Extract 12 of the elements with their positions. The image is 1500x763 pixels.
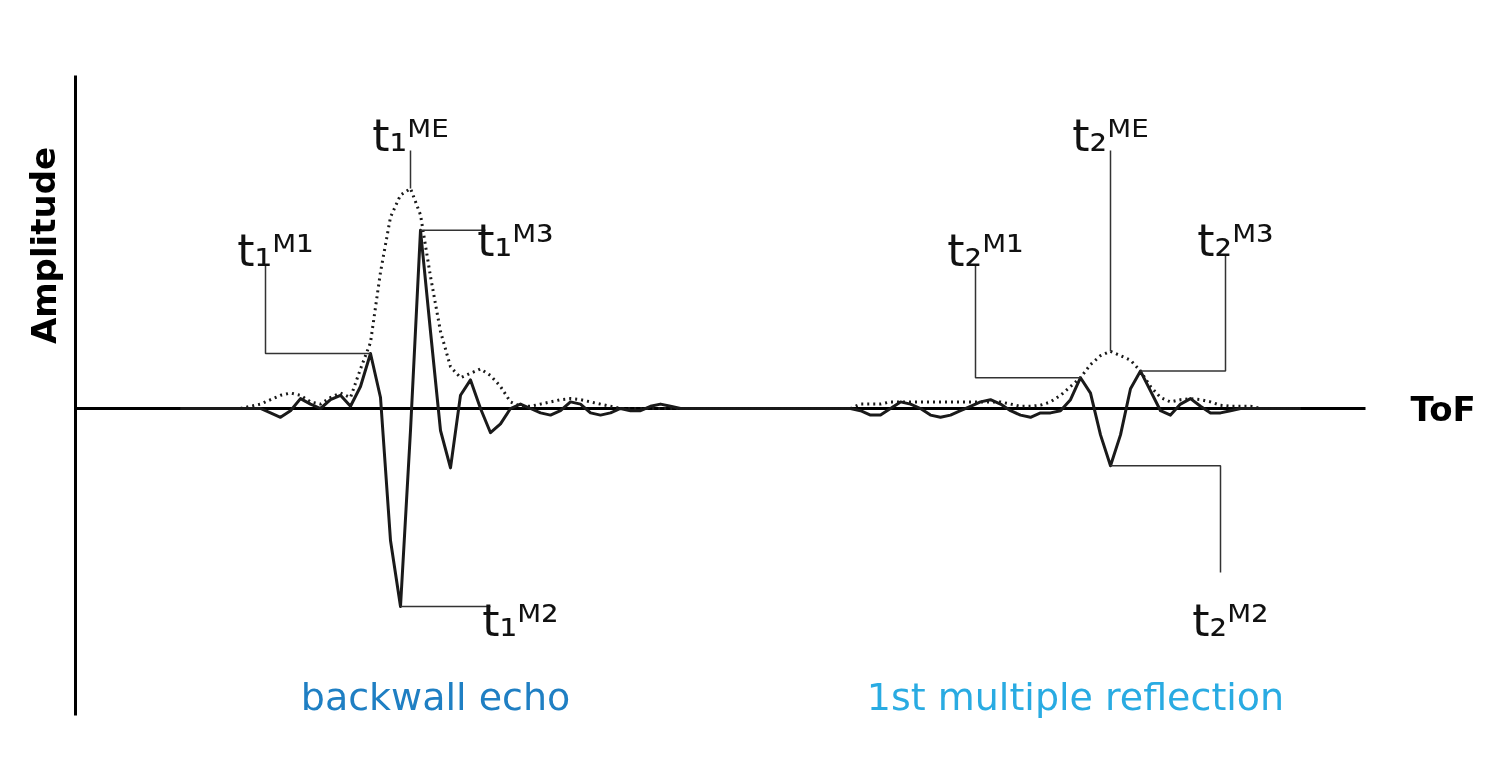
- y-axis-title: Amplitude: [23, 146, 64, 345]
- text: t₁ᴹᴱ: [372, 110, 449, 161]
- text: backwall echo: [300, 674, 571, 719]
- annotation: t₂ᴹ²: [1192, 595, 1269, 646]
- annotation: t₂ᴹ¹: [947, 225, 1024, 276]
- annotation: t₁ᴹ²: [482, 595, 559, 646]
- text: t₂ᴹᴱ: [1072, 110, 1149, 161]
- annotation: t₁ᴹ¹: [237, 225, 314, 276]
- x-axis-title: ToF: [1410, 388, 1476, 429]
- annotation: t₂ᴹ³: [1197, 215, 1274, 266]
- text: 1st multiple reflection: [866, 674, 1285, 719]
- annotation: t₁ᴹ³: [477, 215, 554, 266]
